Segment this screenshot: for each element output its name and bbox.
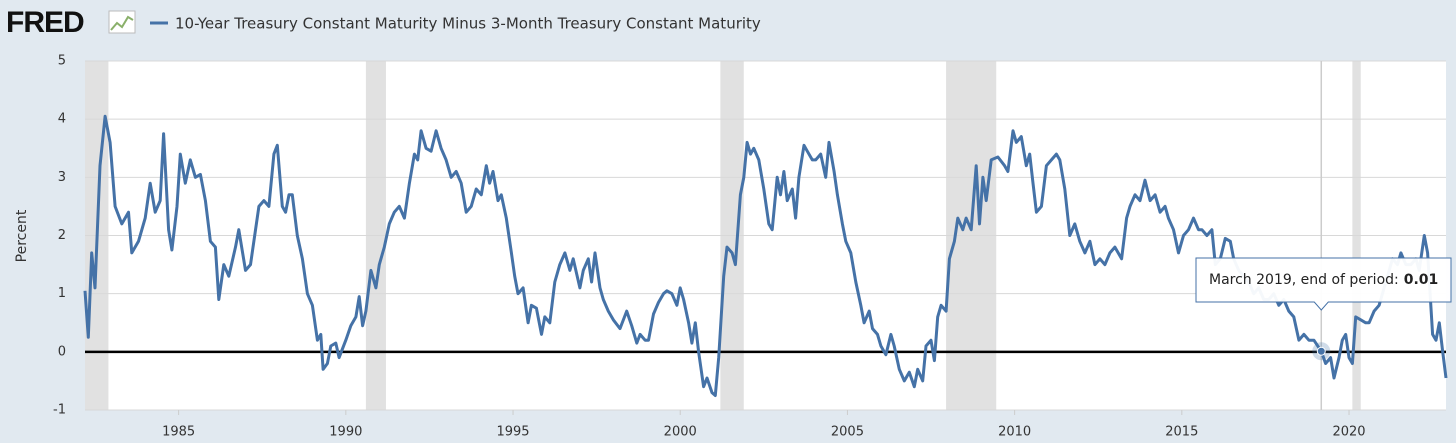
tooltip-label: March 2019, end of period: xyxy=(1209,272,1399,288)
y-tick-label: -1 xyxy=(53,403,66,418)
y-tick-label: 2 xyxy=(58,228,66,243)
x-tick-label: 2015 xyxy=(1165,425,1198,440)
logo-icon xyxy=(108,10,136,34)
tooltip-text: March 2019, end of period: 0.01 xyxy=(1209,272,1438,288)
y-tick-label: 3 xyxy=(58,170,66,185)
x-tick-label: 1985 xyxy=(162,425,195,440)
tooltip-value: 0.01 xyxy=(1404,272,1439,288)
x-tick-label: 2000 xyxy=(664,425,697,440)
tooltip-box xyxy=(1195,257,1452,311)
x-tick-label: 2005 xyxy=(831,425,864,440)
y-tick-label: 1 xyxy=(58,286,66,301)
y-axis-label: Percent xyxy=(14,209,30,262)
logo: FRED xyxy=(6,6,84,39)
tooltip-dot xyxy=(1316,346,1326,356)
legend-label: 10-Year Treasury Constant Maturity Minus… xyxy=(175,15,761,33)
y-tick-label: 0 xyxy=(58,344,66,359)
x-tick-label: 2010 xyxy=(998,425,1031,440)
x-tick-label: 1990 xyxy=(329,425,362,440)
y-tick-label: 5 xyxy=(58,54,66,69)
x-tick-label: 2020 xyxy=(1332,425,1365,440)
x-tick-label: 1995 xyxy=(496,425,529,440)
tooltip: March 2019, end of period: 0.01 xyxy=(1195,257,1452,311)
y-tick-label: 4 xyxy=(58,112,66,127)
